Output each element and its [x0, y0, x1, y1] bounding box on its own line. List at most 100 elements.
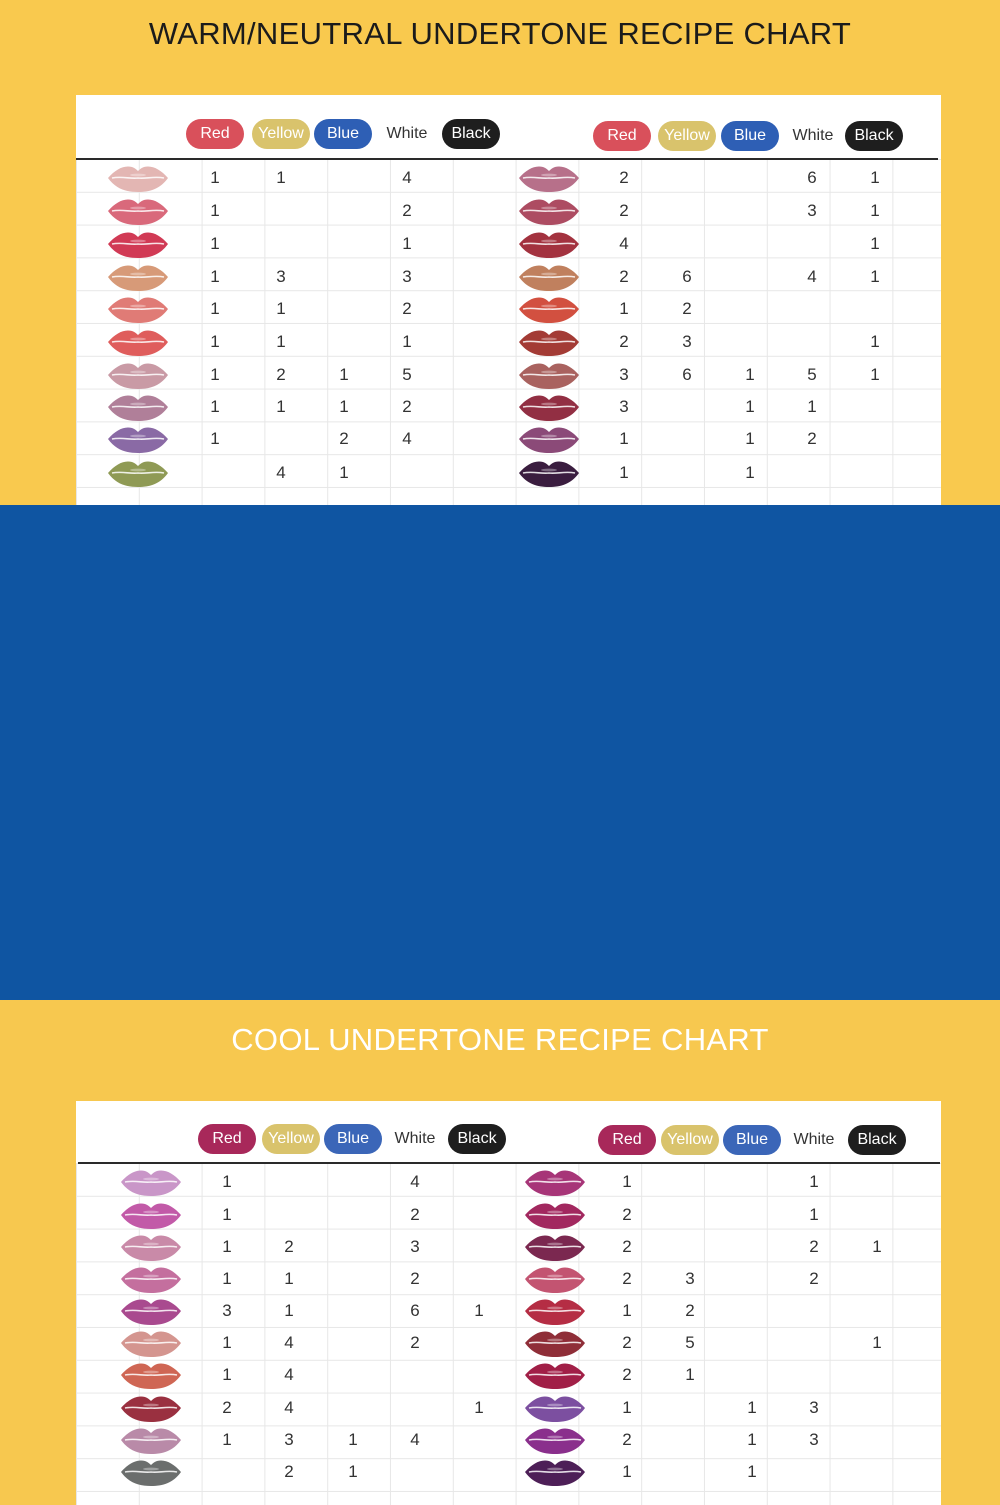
warm-right-lip-swatch: [517, 262, 581, 292]
warm-right-recipe-value: 1: [870, 168, 880, 187]
cool-left-recipe-value: 1: [222, 1269, 232, 1288]
warm-left-header-yellow: Yellow: [252, 119, 310, 149]
cool-right-recipe-value: 1: [872, 1333, 882, 1352]
cool-left-header-black: Black: [448, 1124, 506, 1154]
cool-left-lip-swatch: [119, 1457, 183, 1487]
warm-right-recipe-value: 1: [745, 429, 755, 448]
warm-right-recipe-value: 3: [682, 332, 692, 351]
cool-left-header-yellow: Yellow: [262, 1124, 320, 1154]
cool-right-recipe-value: 5: [685, 1333, 695, 1352]
cool-left-header-red: Red: [198, 1124, 256, 1154]
cool-left-lip-swatch: [119, 1167, 183, 1197]
warm-right-header-rule: [516, 158, 938, 160]
cool-right-lip-swatch: [523, 1167, 587, 1197]
cool-left-recipe-value: 3: [284, 1430, 294, 1449]
warm-right-recipe-value: 1: [807, 397, 817, 416]
cool-right-recipe-value: 2: [622, 1269, 632, 1288]
warm-recipe-card: Red Yellow Blue White Black 1 1 4 1 2 1 1 1 3 3 1 1 2 1 1 1 1…: [76, 95, 941, 505]
cool-left-header-white: White: [394, 1130, 436, 1147]
warm-right-recipe-value: 4: [619, 234, 629, 253]
warm-left-recipe-value: 1: [210, 168, 220, 187]
cool-right-recipe-value: 2: [622, 1205, 632, 1224]
cool-left-recipe-value: 1: [222, 1237, 232, 1256]
warm-left-recipe-value: 4: [402, 429, 412, 448]
warm-left-recipe-value: 1: [210, 429, 220, 448]
warm-left-lip-swatch: [106, 360, 170, 390]
warm-right-recipe-value: 2: [619, 267, 629, 286]
cool-left-lip-swatch: [119, 1425, 183, 1455]
warm-left-recipe-value: 1: [276, 168, 286, 187]
cool-right-recipe-value: 1: [747, 1430, 757, 1449]
warm-right-lip-swatch: [517, 294, 581, 324]
warm-right-recipe-value: 1: [870, 234, 880, 253]
warm-right-lip-swatch: [517, 458, 581, 488]
cool-left-recipe-value: 2: [222, 1398, 232, 1417]
cool-right-recipe-value: 1: [809, 1172, 819, 1191]
warm-left-recipe-value: 2: [402, 397, 412, 416]
cool-left-recipe-value: 1: [222, 1172, 232, 1191]
cool-left-lip-swatch: [119, 1232, 183, 1262]
warm-left-recipe-value: 1: [339, 365, 349, 384]
warm-left-lip-swatch: [106, 392, 170, 422]
cool-right-recipe-value: 2: [809, 1237, 819, 1256]
warm-right-lip-swatch: [517, 229, 581, 259]
cool-left-recipe-value: 1: [348, 1430, 358, 1449]
cool-left-recipe-value: 4: [410, 1430, 420, 1449]
cool-right-lip-swatch: [523, 1457, 587, 1487]
cool-left-recipe-value: 2: [410, 1205, 420, 1224]
warm-left-recipe-value: 1: [339, 463, 349, 482]
cool-right-lip-swatch: [523, 1328, 587, 1358]
cool-right-header-red: Red: [598, 1125, 656, 1155]
warm-right-recipe-value: 6: [807, 168, 817, 187]
cool-left-recipe-value: 4: [410, 1172, 420, 1191]
warm-right-recipe-value: 2: [619, 201, 629, 220]
warm-left-header-blue: Blue: [314, 119, 372, 149]
cool-right-recipe-value: 1: [809, 1205, 819, 1224]
warm-right-recipe-value: 1: [619, 429, 629, 448]
warm-section: WARM/NEUTRAL UNDERTONE RECIPE CHART Red Y…: [0, 0, 1000, 505]
cool-right-recipe-value: 3: [685, 1269, 695, 1288]
cool-left-recipe-value: 2: [410, 1333, 420, 1352]
cool-left-lip-swatch: [119, 1296, 183, 1326]
cool-left-recipe-value: 4: [284, 1365, 294, 1384]
warm-right-lip-swatch: [517, 327, 581, 357]
warm-left-recipe-value: 2: [276, 365, 286, 384]
warm-right-recipe-value: 2: [619, 332, 629, 351]
cool-right-recipe-value: 1: [747, 1462, 757, 1481]
cool-right-header-white: White: [793, 1131, 835, 1148]
warm-left-lip-swatch: [106, 163, 170, 193]
warm-left-lip-swatch: [106, 424, 170, 454]
warm-right-recipe-value: 1: [745, 365, 755, 384]
warm-right-lip-swatch: [517, 424, 581, 454]
warm-right-recipe-value: 1: [619, 299, 629, 318]
warm-left-recipe-value: 1: [276, 397, 286, 416]
cool-right-recipe-value: 2: [622, 1333, 632, 1352]
cool-section: COOL UNDERTONE RECIPE CHART Red Yellow Blu…: [0, 505, 1000, 1505]
warm-right-header-blue: Blue: [721, 121, 779, 151]
cool-left-recipe-value: 1: [474, 1301, 484, 1320]
warm-left-lip-swatch: [106, 262, 170, 292]
warm-left-recipe-value: 1: [210, 365, 220, 384]
cool-left-recipe-value: 1: [222, 1205, 232, 1224]
cool-right-recipe-value: 1: [872, 1237, 882, 1256]
warm-right-recipe-value: 6: [682, 365, 692, 384]
cool-right-header-black: Black: [848, 1125, 906, 1155]
cool-left-header-rule: [78, 1162, 520, 1164]
warm-right-recipe-value: 1: [870, 332, 880, 351]
warm-left-recipe-value: 2: [402, 201, 412, 220]
warm-left-recipe-value: 1: [210, 299, 220, 318]
cool-left-recipe-value: 3: [410, 1237, 420, 1256]
cool-right-lip-swatch: [523, 1393, 587, 1423]
cool-left-lip-swatch: [119, 1200, 183, 1230]
warm-right-recipe-value: 1: [870, 365, 880, 384]
cool-right-recipe-value: 1: [747, 1398, 757, 1417]
cool-left-recipe-value: 3: [222, 1301, 232, 1320]
warm-right-lip-swatch: [517, 163, 581, 193]
warm-left-header-rule: [76, 158, 516, 160]
warm-right-recipe-value: 3: [619, 365, 629, 384]
warm-left-recipe-value: 1: [402, 332, 412, 351]
cool-right-recipe-value: 2: [622, 1430, 632, 1449]
cool-left-lip-swatch: [119, 1360, 183, 1390]
cool-recipe-card: Red Yellow Blue White Black 1 4 1 2 1 2 3 1 1 2 3 1 6 1 1 4 2…: [76, 1101, 941, 1505]
warm-left-lip-swatch: [106, 458, 170, 488]
